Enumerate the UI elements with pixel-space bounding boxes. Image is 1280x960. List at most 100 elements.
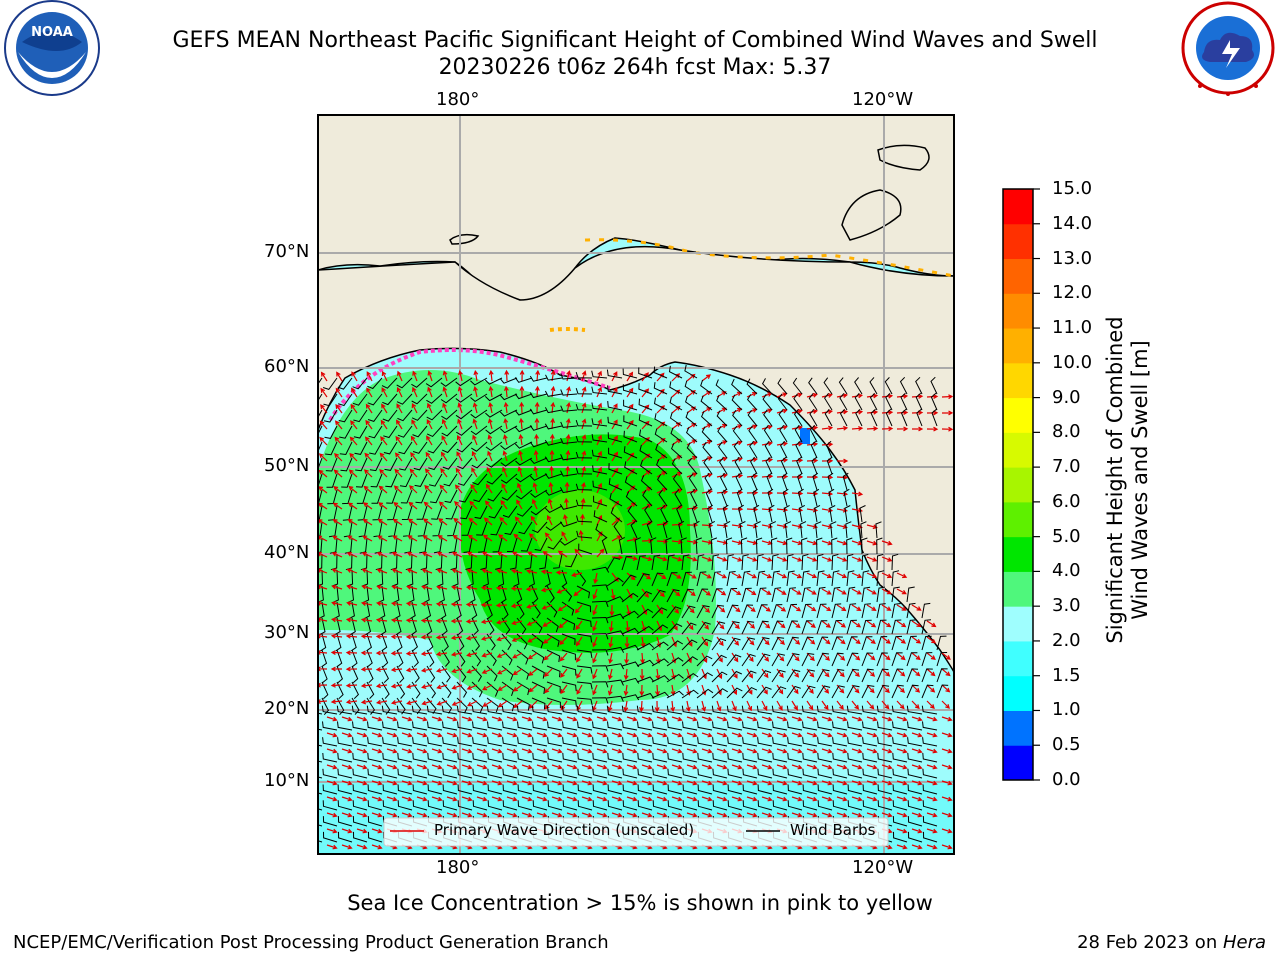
wind-barb — [800, 521, 807, 539]
wind-barb — [666, 589, 680, 603]
wind-barb — [652, 721, 668, 731]
wind-barb — [651, 641, 669, 651]
wave-direction-arrow — [488, 369, 494, 382]
wave-direction-arrow — [896, 684, 906, 694]
wave-direction-arrow — [881, 556, 893, 562]
wind-barb — [326, 473, 338, 488]
wind-barb — [352, 377, 368, 390]
wind-barb — [606, 630, 625, 637]
wind-barb — [741, 705, 758, 715]
wave-direction-arrow — [671, 732, 683, 738]
wave-direction-arrow — [482, 700, 493, 707]
wind-barb — [862, 737, 878, 747]
wind-barb — [380, 617, 387, 636]
wave-direction-arrow — [836, 425, 849, 431]
wind-barb — [651, 705, 668, 715]
wave-direction-arrow — [656, 521, 669, 527]
wind-barb — [667, 737, 683, 747]
wind-barb — [577, 784, 593, 795]
wind-barb — [517, 737, 533, 747]
wind-barb — [322, 816, 338, 827]
wave-direction-arrow — [911, 780, 923, 786]
wave-direction-arrow — [581, 780, 593, 786]
wave-direction-arrow — [596, 548, 605, 558]
wave-direction-arrow — [716, 700, 722, 712]
wind-barb — [786, 705, 803, 715]
wind-barb — [608, 463, 623, 475]
wave-direction-arrow — [626, 387, 634, 398]
wind-barb — [891, 603, 901, 619]
wind-barb — [575, 451, 593, 459]
wind-barb — [846, 553, 854, 571]
wind-barb — [427, 721, 443, 731]
wind-barb — [637, 768, 653, 779]
wave-direction-arrow — [596, 748, 608, 754]
wave-direction-arrow — [512, 668, 523, 676]
wave-direction-arrow — [532, 482, 538, 494]
wave-direction-arrow — [465, 602, 478, 608]
wave-direction-arrow — [941, 812, 953, 818]
wave-direction-arrow — [670, 684, 676, 697]
wave-direction-arrow — [390, 667, 403, 673]
wave-direction-arrow — [406, 568, 418, 574]
wind-barb — [711, 588, 723, 603]
wave-direction-arrow — [396, 386, 403, 398]
wave-direction-arrow — [390, 601, 403, 607]
wind-barb — [646, 520, 653, 539]
wind-barb — [810, 440, 818, 459]
wave-direction-arrow — [746, 764, 758, 770]
wave-direction-arrow — [911, 796, 923, 802]
wind-barb — [676, 504, 683, 523]
colorbar-segment — [1003, 675, 1033, 711]
wind-barb — [832, 752, 848, 763]
wave-direction-arrow — [441, 418, 448, 430]
wave-direction-arrow — [547, 498, 553, 510]
wave-direction-arrow — [466, 668, 478, 674]
wave-direction-arrow — [356, 732, 368, 738]
wave-direction-arrow — [451, 551, 463, 558]
colorbar-tick-label: 12.0 — [1052, 282, 1093, 304]
wind-barb — [636, 590, 652, 603]
wave-direction-arrow — [746, 812, 758, 818]
wind-barb — [337, 377, 353, 390]
wave-direction-arrow — [806, 764, 818, 770]
wave-direction-arrow — [896, 652, 906, 661]
wind-barb — [771, 554, 779, 571]
wave-direction-arrow — [881, 700, 890, 710]
wind-barb — [786, 636, 799, 651]
wind-barb — [801, 603, 812, 619]
wind-barb — [516, 681, 530, 696]
wind-barb — [869, 377, 878, 395]
wind-barb — [727, 800, 743, 811]
wind-barb — [336, 681, 344, 700]
wind-barb — [711, 688, 728, 699]
wave-direction-arrow — [911, 764, 923, 770]
wave-direction-arrow — [611, 451, 619, 462]
wind-barb — [426, 633, 434, 652]
wave-direction-arrow — [451, 684, 463, 690]
wind-barb — [906, 619, 917, 635]
wind-barb — [577, 721, 593, 731]
wind-barb — [560, 537, 578, 546]
wave-direction-arrow — [821, 572, 833, 579]
wind-barb — [742, 784, 758, 795]
wave-direction-arrow — [421, 700, 433, 706]
wave-direction-arrow — [396, 403, 403, 414]
wind-barb — [680, 537, 687, 555]
wave-direction-arrow — [851, 732, 863, 738]
wind-barb — [458, 489, 473, 503]
wind-barb — [576, 649, 593, 658]
wind-barb — [544, 489, 563, 496]
wind-barb — [636, 608, 654, 619]
wave-direction-arrow — [450, 585, 463, 590]
wave-direction-arrow — [806, 604, 817, 612]
wind-barb — [627, 505, 638, 523]
wind-barb — [655, 443, 668, 459]
wind-barb — [394, 601, 401, 620]
wind-barb — [561, 569, 568, 588]
wind-barb — [772, 784, 788, 795]
wind-barb — [685, 395, 698, 411]
wind-barb — [356, 489, 368, 504]
wave-direction-arrow — [326, 828, 338, 834]
wind-barb — [366, 633, 372, 652]
